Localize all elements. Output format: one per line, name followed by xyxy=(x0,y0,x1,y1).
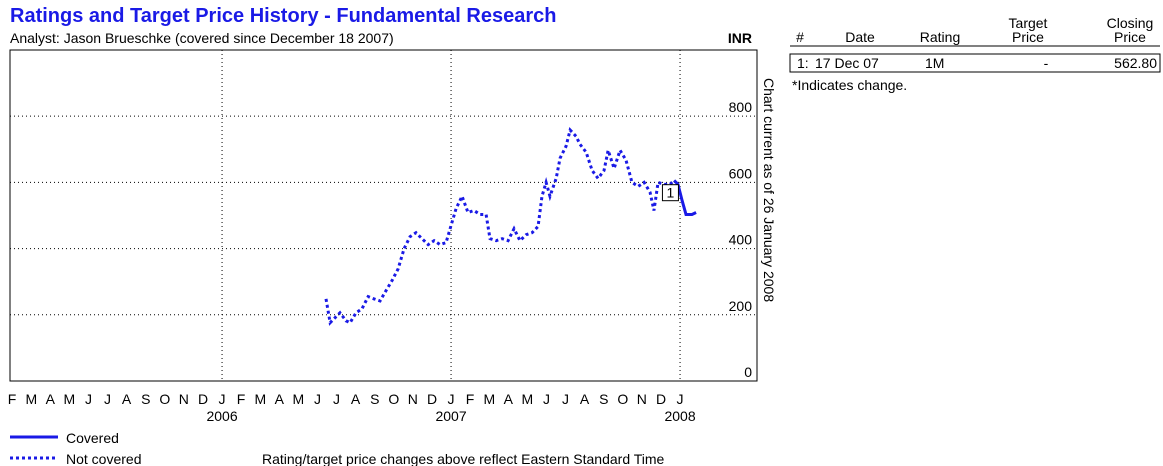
x-tick-label: S xyxy=(370,391,379,407)
table-header: # xyxy=(796,29,804,45)
table-header: Closing xyxy=(1107,15,1154,31)
x-tick-label: O xyxy=(388,391,399,407)
table-header: Rating xyxy=(920,29,960,45)
x-tick-label: N xyxy=(408,391,418,407)
legend-label: Not covered xyxy=(66,451,141,466)
x-tick-label: O xyxy=(159,391,170,407)
x-tick-label: A xyxy=(275,391,285,407)
x-tick-label: J xyxy=(333,391,340,407)
x-tick-label: J xyxy=(104,391,111,407)
plot-frame xyxy=(9,49,758,382)
x-tick-label: J xyxy=(85,391,92,407)
chart-subtitle: Analyst: Jason Brueschke (covered since … xyxy=(10,30,394,46)
x-tick-label: O xyxy=(617,391,628,407)
x-tick-label: A xyxy=(351,391,361,407)
x-tick-label: S xyxy=(141,391,150,407)
year-label: 2007 xyxy=(435,408,466,424)
x-tick-label: M xyxy=(292,391,304,407)
x-tick-label: J xyxy=(448,391,455,407)
x-tick-label: D xyxy=(427,391,437,407)
price-line xyxy=(673,179,697,216)
x-tick-label: M xyxy=(483,391,495,407)
x-tick-label: A xyxy=(504,391,514,407)
y-tick-label: 0 xyxy=(744,364,752,380)
y-tick-label: 800 xyxy=(729,99,753,115)
x-tick-label: F xyxy=(8,391,17,407)
table-header: Price xyxy=(1114,29,1146,45)
y-tick-label: 200 xyxy=(729,298,753,314)
currency-label: INR xyxy=(728,30,752,46)
x-tick-label: M xyxy=(254,391,266,407)
year-label: 2008 xyxy=(664,408,695,424)
x-tick-label: M xyxy=(63,391,75,407)
table-cell: 1: xyxy=(797,55,809,71)
legend-label: Covered xyxy=(66,430,119,446)
x-tick-label: J xyxy=(543,391,550,407)
x-tick-label: N xyxy=(637,391,647,407)
side-note: Chart current as of 26 January 2008 xyxy=(761,78,777,302)
x-tick-label: F xyxy=(466,391,475,407)
y-tick-label: 400 xyxy=(729,232,753,248)
y-tick-label: 600 xyxy=(729,165,753,181)
table-cell: 17 Dec 07 xyxy=(815,55,879,71)
x-tick-label: S xyxy=(599,391,608,407)
table-cell: 562.80 xyxy=(1114,55,1157,71)
x-tick-label: M xyxy=(521,391,533,407)
x-tick-label: J xyxy=(677,391,684,407)
price-line xyxy=(324,127,676,326)
x-tick-label: A xyxy=(122,391,132,407)
year-label: 2006 xyxy=(206,408,237,424)
table-note: *Indicates change. xyxy=(792,77,907,93)
x-tick-label: D xyxy=(656,391,666,407)
x-tick-label: M xyxy=(25,391,37,407)
table-row-frame xyxy=(789,53,1161,73)
table-cell: 1M xyxy=(925,55,944,71)
table-header: Target xyxy=(1009,15,1048,31)
rating-marker xyxy=(661,184,679,202)
x-tick-label: J xyxy=(219,391,226,407)
x-tick-label: J xyxy=(314,391,321,407)
x-tick-label: F xyxy=(237,391,246,407)
x-tick-label: D xyxy=(198,391,208,407)
table-header: Price xyxy=(1012,29,1044,45)
page-title: Ratings and Target Price History - Funda… xyxy=(10,5,556,27)
table-header: Date xyxy=(845,29,875,45)
rating-marker-label: 1 xyxy=(667,185,675,201)
x-tick-label: N xyxy=(179,391,189,407)
x-tick-label: J xyxy=(562,391,569,407)
x-tick-label: A xyxy=(580,391,590,407)
x-tick-label: A xyxy=(46,391,56,407)
table-cell: - xyxy=(1044,55,1049,71)
footnote: Rating/target price changes above reflec… xyxy=(262,451,665,466)
